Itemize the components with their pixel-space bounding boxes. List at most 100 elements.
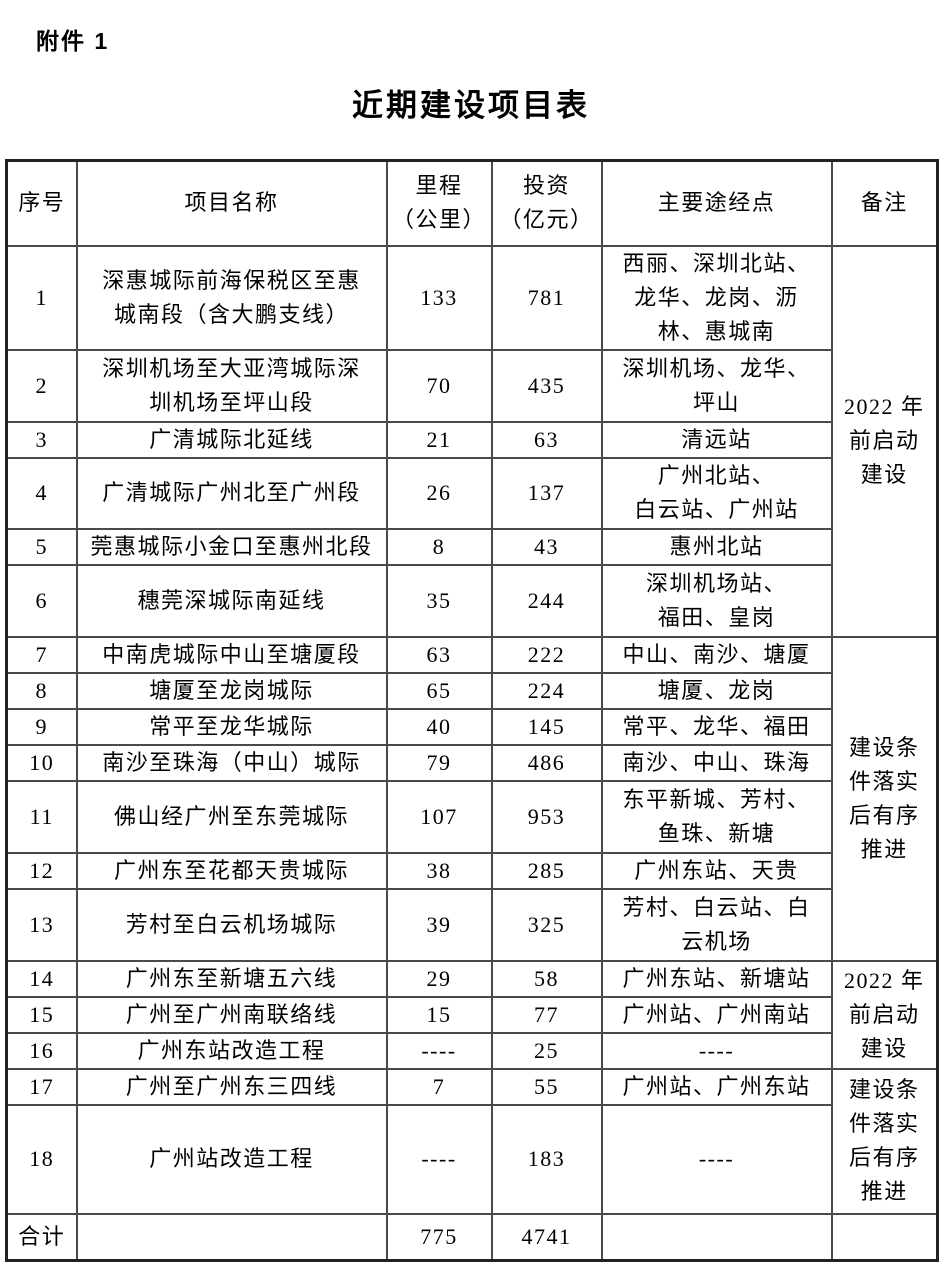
cell-project-name: 广州东至花都天贵城际 (75, 851, 388, 890)
cell-project-name: 广清城际北延线 (75, 420, 388, 459)
cell-remark-group-4: 建设条 件落实 后有序 推进 (830, 1067, 939, 1215)
cell-investment: 77 (490, 995, 603, 1034)
cell-mileage: 65 (385, 671, 493, 710)
cell-index: 13 (5, 887, 78, 962)
cell-index: 7 (5, 635, 78, 674)
cell-waypoints: 广州东站、天贵 (600, 851, 833, 890)
cell-index: 18 (5, 1103, 78, 1215)
total-remark-empty (830, 1212, 939, 1262)
cell-mileage: ---- (385, 1103, 493, 1215)
cell-investment: 486 (490, 743, 603, 782)
header-index: 序号 (5, 159, 78, 247)
cell-mileage: 70 (385, 348, 493, 423)
cell-investment: 224 (490, 671, 603, 710)
cell-waypoints: 广州北站、 白云站、广州站 (600, 456, 833, 530)
header-project-name: 项目名称 (75, 159, 388, 247)
cell-index: 14 (5, 959, 78, 998)
total-investment: 4741 (490, 1212, 603, 1262)
cell-mileage: 63 (385, 635, 493, 674)
table-row: 5 莞惠城际小金口至惠州北段 8 43 惠州北站 (5, 527, 938, 566)
cell-investment: 63 (490, 420, 603, 459)
cell-investment: 137 (490, 456, 603, 530)
cell-waypoints: 塘厦、龙岗 (600, 671, 833, 710)
table-row: 2 深圳机场至大亚湾城际深 圳机场至坪山段 70 435 深圳机场、龙华、 坪山 (5, 348, 938, 423)
cell-project-name: 莞惠城际小金口至惠州北段 (75, 527, 388, 566)
header-investment: 投资 （亿元） (490, 159, 603, 247)
cell-index: 11 (5, 779, 78, 854)
cell-waypoints: 惠州北站 (600, 527, 833, 566)
cell-project-name: 南沙至珠海（中山）城际 (75, 743, 388, 782)
cell-waypoints: 常平、龙华、福田 (600, 707, 833, 746)
cell-investment: 435 (490, 348, 603, 423)
cell-mileage: 35 (385, 563, 493, 638)
cell-remark-group-3: 2022 年 前启动 建设 (830, 959, 939, 1070)
table-row: 16 广州东站改造工程 ---- 25 ---- (5, 1031, 938, 1070)
table-row: 17 广州至广州东三四线 7 55 广州站、广州东站 建设条 件落实 后有序 推… (5, 1067, 939, 1215)
cell-waypoints: 深圳机场、龙华、 坪山 (600, 348, 833, 423)
cell-investment: 43 (490, 527, 603, 566)
table-total-row: 合计 775 4741 (5, 1212, 939, 1262)
page-title: 近期建设项目表 (352, 88, 590, 123)
cell-mileage: 26 (385, 456, 493, 530)
table-row: 8 塘厦至龙岗城际 65 224 塘厦、龙岗 (5, 671, 938, 710)
projects-table: 序号 项目名称 里程 （公里） 投资 （亿元） 主要途经点 备注 1 深惠城际前… (5, 159, 939, 1262)
cell-index: 15 (5, 995, 78, 1034)
table-header-row: 序号 项目名称 里程 （公里） 投资 （亿元） 主要途经点 备注 (5, 159, 939, 247)
cell-project-name: 深惠城际前海保税区至惠 城南段（含大鹏支线） (75, 244, 388, 351)
cell-waypoints: 南沙、中山、珠海 (600, 743, 833, 782)
cell-project-name: 广清城际广州北至广州段 (75, 456, 388, 530)
cell-remark-group-1: 2022 年 前启动 建设 (830, 244, 939, 638)
cell-index: 16 (5, 1031, 78, 1070)
cell-project-name: 广州至广州南联络线 (75, 995, 388, 1034)
cell-remark-group-2: 建设条 件落实 后有序 推进 (830, 635, 939, 962)
cell-waypoints: ---- (600, 1103, 833, 1215)
cell-mileage: 38 (385, 851, 493, 890)
cell-waypoints: 广州站、广州东站 (600, 1067, 833, 1106)
cell-index: 5 (5, 527, 78, 566)
cell-index: 8 (5, 671, 78, 710)
cell-mileage: ---- (385, 1031, 493, 1070)
total-mileage: 775 (385, 1212, 493, 1262)
table-row: 14 广州东至新塘五六线 29 58 广州东站、新塘站 2022 年 前启动 建… (5, 959, 939, 1070)
header-waypoints: 主要途经点 (600, 159, 833, 247)
cell-investment: 285 (490, 851, 603, 890)
table-row: 1 深惠城际前海保税区至惠 城南段（含大鹏支线） 133 781 西丽、深圳北站… (5, 244, 939, 638)
cell-project-name: 深圳机场至大亚湾城际深 圳机场至坪山段 (75, 348, 388, 423)
cell-project-name: 中南虎城际中山至塘厦段 (75, 635, 388, 674)
cell-waypoints: 广州东站、新塘站 (600, 959, 833, 998)
cell-mileage: 39 (385, 887, 493, 962)
cell-waypoints: 芳村、白云站、白 云机场 (600, 887, 833, 962)
cell-index: 17 (5, 1067, 78, 1106)
cell-project-name: 穗莞深城际南延线 (75, 563, 388, 638)
cell-mileage: 79 (385, 743, 493, 782)
cell-investment: 55 (490, 1067, 603, 1106)
attachment-label: 附件 1 (36, 28, 110, 54)
table-row: 3 广清城际北延线 21 63 清远站 (5, 420, 938, 459)
cell-index: 3 (5, 420, 78, 459)
cell-project-name: 常平至龙华城际 (75, 707, 388, 746)
cell-mileage: 15 (385, 995, 493, 1034)
cell-investment: 145 (490, 707, 603, 746)
cell-index: 4 (5, 456, 78, 530)
table-row: 6 穗莞深城际南延线 35 244 深圳机场站、 福田、皇岗 (5, 563, 938, 638)
cell-investment: 58 (490, 959, 603, 998)
cell-waypoints: 深圳机场站、 福田、皇岗 (600, 563, 833, 638)
cell-waypoints: 中山、南沙、塘厦 (600, 635, 833, 674)
table-row: 12 广州东至花都天贵城际 38 285 广州东站、天贵 (5, 851, 938, 890)
cell-mileage: 29 (385, 959, 493, 998)
cell-investment: 222 (490, 635, 603, 674)
cell-mileage: 133 (385, 244, 493, 351)
cell-mileage: 7 (385, 1067, 493, 1106)
cell-project-name: 佛山经广州至东莞城际 (75, 779, 388, 854)
cell-mileage: 8 (385, 527, 493, 566)
header-remark: 备注 (830, 159, 939, 247)
cell-project-name: 广州站改造工程 (75, 1103, 388, 1215)
table-row: 11 佛山经广州至东莞城际 107 953 东平新城、芳村、 鱼珠、新塘 (5, 779, 938, 854)
cell-investment: 325 (490, 887, 603, 962)
total-name-empty (75, 1212, 388, 1262)
table-row: 18 广州站改造工程 ---- 183 ---- (5, 1103, 938, 1215)
table-row: 7 中南虎城际中山至塘厦段 63 222 中山、南沙、塘厦 建设条 件落实 后有… (5, 635, 939, 962)
cell-index: 10 (5, 743, 78, 782)
cell-investment: 183 (490, 1103, 603, 1215)
header-mileage: 里程 （公里） (385, 159, 493, 247)
